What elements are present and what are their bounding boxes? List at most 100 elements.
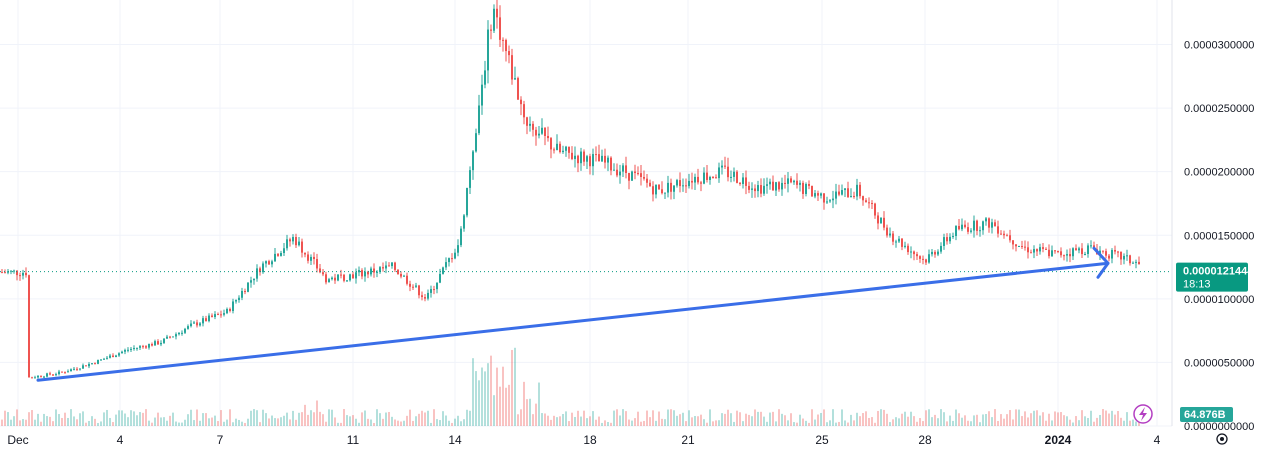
candle-body — [718, 167, 720, 179]
volume-bar — [820, 412, 822, 426]
trend-line[interactable] — [36, 246, 1110, 382]
volume-bar — [787, 420, 789, 426]
volume-bar — [307, 414, 309, 426]
volume-bar — [1027, 417, 1029, 426]
candle-body — [397, 269, 399, 275]
candle-body — [64, 372, 66, 374]
volume-bar — [202, 413, 204, 426]
candle-body — [307, 254, 309, 261]
volume-bar — [979, 422, 981, 426]
volume-bar — [565, 411, 567, 426]
volume-bar — [1075, 416, 1077, 426]
volume-bar — [157, 412, 159, 426]
candle-body — [10, 270, 12, 272]
volume-bar — [1000, 414, 1002, 426]
trend-line-segment[interactable] — [36, 261, 1110, 382]
candle-body — [628, 173, 630, 181]
volume-bar — [496, 367, 498, 426]
volume-bar — [994, 409, 996, 426]
volume-bar — [199, 420, 201, 426]
volume-bar — [391, 416, 393, 426]
candle-body — [871, 203, 873, 205]
volume-bar — [319, 411, 321, 426]
volume-bar — [1024, 411, 1026, 426]
volume-bar — [244, 422, 246, 426]
volume-bar — [4, 410, 6, 426]
candle-body — [451, 258, 453, 260]
candle-body — [715, 177, 717, 179]
candle-body — [172, 336, 174, 338]
volume-bar — [757, 411, 759, 426]
candle-body — [70, 369, 72, 372]
candle-body — [13, 270, 15, 272]
time-axis[interactable]: Dec 4 7 11 14 18 21 25 28 2024 4 — [7, 433, 1160, 447]
candle-body — [877, 215, 879, 224]
volume-bar — [394, 419, 396, 426]
volume-bar — [769, 412, 771, 426]
volume-bar — [919, 418, 921, 426]
volume-bar — [328, 409, 330, 426]
volume-bar — [808, 422, 810, 426]
volume-bar — [178, 422, 180, 426]
candle-body — [487, 29, 489, 71]
volume-bar — [397, 420, 399, 426]
candle-body — [271, 261, 273, 265]
volume-bar — [325, 421, 327, 426]
price-axis[interactable]: 0.0000000000 0.0000050000 0.0000100000 0.00… — [1184, 40, 1254, 433]
volume-bar — [937, 418, 939, 426]
candle-body — [961, 224, 963, 230]
volume-bar — [715, 420, 717, 426]
candle-body — [952, 236, 954, 238]
lightning-bolt-icon[interactable] — [1133, 404, 1153, 424]
volume-bar — [1135, 421, 1137, 426]
candle-body — [73, 368, 75, 370]
volume-bar — [79, 413, 81, 426]
candle-body — [442, 267, 444, 274]
volume-bar — [94, 418, 96, 426]
candle-body — [886, 227, 888, 236]
volume-bar — [280, 417, 282, 426]
candle-body — [460, 228, 462, 246]
candle-body — [874, 203, 876, 216]
volume-bar — [46, 416, 48, 426]
volume-bar — [34, 419, 36, 426]
volume-bar — [685, 421, 687, 426]
candle-body — [928, 254, 930, 263]
candle-body — [679, 180, 681, 187]
volume-bar — [619, 415, 621, 426]
volume-bar — [943, 412, 945, 426]
candle-body — [808, 184, 810, 186]
candle-body — [1084, 254, 1086, 256]
candle-body — [868, 202, 870, 204]
volume-bar — [1039, 415, 1041, 426]
volume-bar — [628, 419, 630, 426]
volume-bar — [115, 414, 117, 426]
volume-bar — [10, 419, 12, 426]
candle-body — [550, 138, 552, 150]
volume-bar — [316, 400, 318, 426]
volume-bar — [31, 410, 33, 426]
volume-bar — [259, 422, 261, 426]
volume-bar — [112, 422, 114, 426]
volume-bar — [412, 420, 414, 426]
gear-icon[interactable] — [1216, 433, 1228, 445]
volume-bar — [838, 421, 840, 426]
volume-bar — [106, 409, 108, 426]
candle-body — [430, 289, 432, 293]
candle-body — [127, 349, 129, 351]
volume-bar — [592, 411, 594, 426]
candle-body — [538, 133, 540, 136]
candle-body — [1075, 248, 1077, 251]
volume-bar — [52, 421, 54, 426]
candle-body — [634, 171, 636, 174]
volume-bar — [463, 419, 465, 426]
volume-bar — [133, 411, 135, 426]
candle-body — [664, 192, 666, 194]
candle-body — [568, 146, 570, 153]
volume-bar — [406, 415, 408, 426]
volume-bar — [916, 421, 918, 426]
candle-body — [892, 233, 894, 242]
volume-bar — [430, 422, 432, 426]
